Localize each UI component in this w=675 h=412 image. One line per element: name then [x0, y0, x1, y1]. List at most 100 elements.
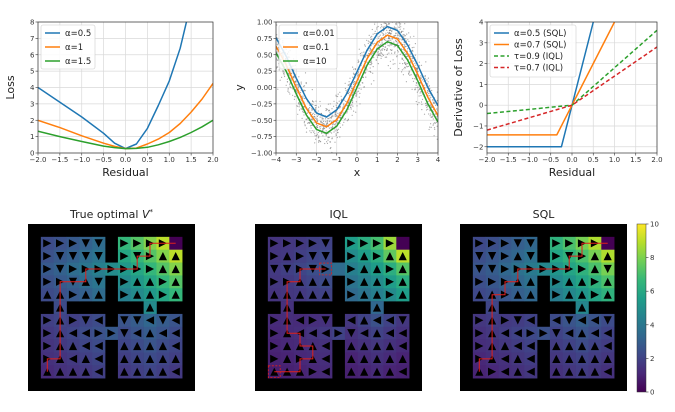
x-tick-label: −0.5 [542, 156, 559, 164]
series-line-1 [38, 22, 188, 150]
panel-title-sup: * [149, 208, 153, 216]
scatter-point [431, 89, 433, 92]
scatter-point [340, 98, 343, 100]
policy-arrow-icon [360, 290, 369, 299]
legend-box [40, 24, 96, 70]
scatter-point [429, 97, 431, 99]
policy-arrow-icon [603, 264, 612, 274]
x-tick-label: 3 [416, 156, 420, 164]
scatter-point [313, 131, 315, 133]
scatter-point [430, 96, 432, 98]
scatter-point [293, 98, 295, 100]
scatter-point [386, 49, 388, 52]
scatter-point [387, 11, 388, 12]
colorbar-tick-label: 6 [650, 288, 655, 296]
scatter-point [426, 104, 428, 106]
scatter-point [314, 108, 317, 110]
scatter-point [315, 135, 317, 137]
policy-arrow-icon [94, 329, 103, 338]
policy-arrow-icon [347, 290, 356, 299]
scatter-point [324, 118, 327, 120]
scatter-point [374, 42, 376, 45]
scatter-point [387, 44, 389, 46]
scatter-point [426, 91, 429, 93]
scatter-point [392, 59, 394, 61]
scatter-point [320, 126, 322, 128]
scatter-point [403, 59, 405, 61]
x-tick-label: −4 [271, 156, 282, 164]
scatter-point [389, 44, 391, 46]
scatter-point [403, 35, 405, 37]
scatter-point [402, 63, 404, 65]
scatter-point [351, 99, 354, 101]
scatter-point [303, 97, 305, 100]
legend-label: α=0.7 (SQL) [514, 41, 566, 51]
scatter-point [358, 48, 360, 50]
scatter-point [350, 104, 352, 106]
scatter-point [305, 118, 307, 120]
series-line-1 [487, 22, 595, 148]
scatter-point [427, 83, 429, 85]
scatter-point [366, 61, 368, 63]
x-tick-label: −2 [311, 156, 321, 164]
scatter-point [375, 21, 376, 22]
scatter-point [407, 48, 409, 50]
series-line-4 [487, 46, 657, 131]
scatter-point [314, 133, 316, 135]
policy-arrow-icon [500, 341, 510, 351]
line-chart-1: −2.0 −1.5 −1.0 −0.5 0.0 0.5 1.0 1.5 2.0 0 1 2 3 4 5 6 7 8… [4, 19, 219, 180]
scatter-point [403, 44, 405, 46]
scatter-point [321, 116, 323, 118]
scatter-point [369, 48, 371, 50]
scatter-point [433, 102, 436, 104]
scatter-point [366, 39, 368, 41]
scatter-point [303, 85, 306, 87]
policy-arrow-icon [590, 277, 599, 286]
scatter-point [344, 118, 346, 120]
scatter-point [355, 101, 357, 103]
scatter-point [393, 12, 394, 13]
scatter-point [397, 51, 399, 53]
scatter-point [383, 33, 385, 36]
scatter-point [353, 68, 355, 70]
scatter-point [384, 39, 386, 41]
panel-title: SQL [533, 208, 556, 221]
axes-frame [37, 21, 214, 154]
policy-arrow-icon [94, 354, 103, 363]
scatter-point [419, 89, 421, 91]
scatter-point [337, 120, 339, 122]
policy-arrow-icon [81, 290, 90, 299]
scatter-point [353, 83, 355, 85]
scatter-point [312, 103, 314, 106]
scatter-point [299, 91, 302, 94]
policy-arrow-icon [283, 239, 292, 248]
legend-box [278, 24, 338, 70]
policy-arrow-icon [158, 277, 167, 286]
scatter-point [309, 107, 311, 109]
policy-arrow-icon [603, 277, 612, 286]
scatter-point [282, 71, 284, 73]
scatter-point [404, 61, 406, 64]
scatter-point [436, 125, 438, 127]
policy-arrow-icon [577, 264, 587, 274]
policy-arrow-icon [360, 264, 369, 274]
policy-arrow-icon [145, 277, 155, 286]
scatter-point [381, 55, 383, 57]
scatter-point [428, 95, 430, 97]
scatter-point [287, 89, 289, 91]
scatter-point [333, 115, 335, 117]
policy-arrow-icon [56, 252, 65, 261]
scatter-point [398, 68, 400, 70]
scatter-point [350, 90, 352, 92]
scatter-point [389, 20, 390, 21]
policy-arrow-icon [158, 367, 167, 376]
scatter-point [429, 88, 431, 90]
scatter-point [279, 79, 281, 81]
policy-arrow-icon [295, 290, 305, 299]
scatter-point [379, 50, 382, 52]
scatter-point [314, 113, 316, 116]
policy-arrow-icon [158, 354, 167, 363]
scatter-point [389, 15, 390, 16]
scatter-point [413, 35, 415, 37]
